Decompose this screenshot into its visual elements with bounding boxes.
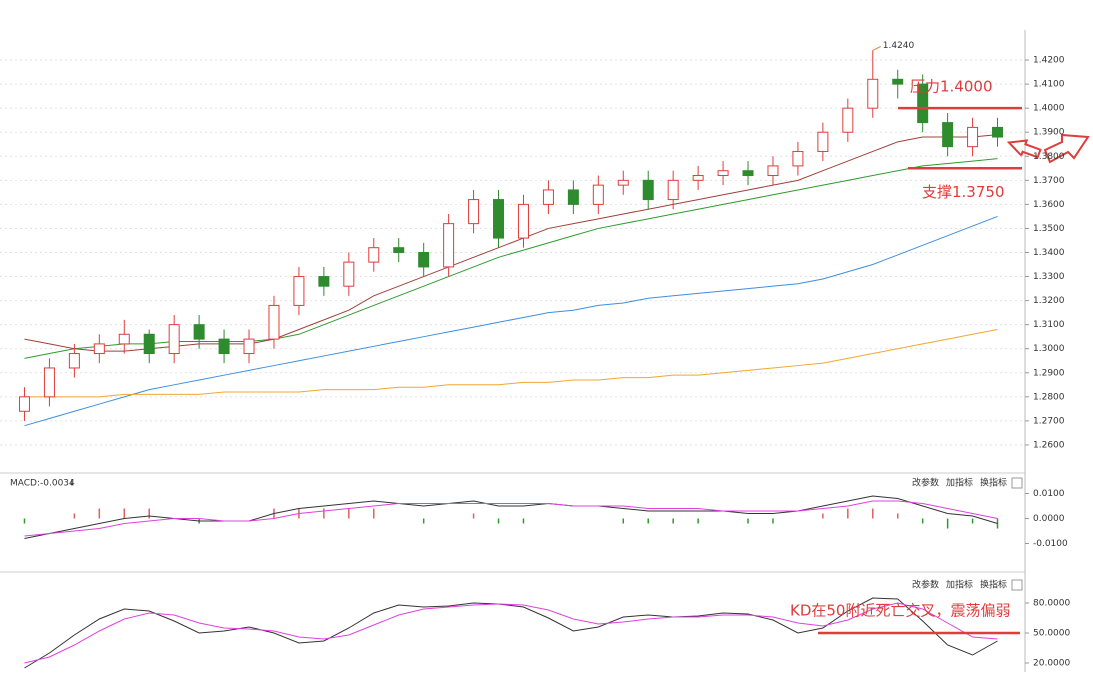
- y-tick-label: 1.2600: [1033, 440, 1065, 450]
- candle-body: [343, 261, 355, 287]
- candle-body: [892, 78, 904, 85]
- indicator-line: [24, 597, 998, 669]
- candle-body: [567, 189, 579, 205]
- kd-annotation: KD在50附近死亡交叉，震荡偏弱: [790, 602, 1010, 620]
- macd-title: MACD:-0.0034: [10, 479, 75, 489]
- candle-body: [193, 324, 205, 340]
- level-label: 支撑1.3750: [922, 183, 1005, 201]
- high-marker: [872, 45, 881, 51]
- candle-body: [268, 304, 280, 340]
- y-tick-label: 0.0100: [1033, 489, 1065, 499]
- candle-body: [842, 107, 854, 133]
- y-tick-label: 1.3900: [1033, 128, 1065, 138]
- toolbar-button[interactable]: 换指标: [980, 477, 1007, 489]
- y-tick-label: 1.2900: [1033, 368, 1065, 378]
- candle-body: [18, 396, 30, 412]
- high-label: 1.4240: [883, 41, 915, 51]
- y-tick-label: 1.2800: [1033, 392, 1065, 402]
- y-tick-label: 50.0000: [1033, 629, 1070, 639]
- y-tick-label: 1.3000: [1033, 344, 1065, 354]
- candle-body: [542, 189, 554, 205]
- candle-body: [617, 179, 629, 186]
- candle-body: [767, 165, 779, 177]
- arrow-up-icon: [1043, 133, 1090, 164]
- y-tick-label: 1.3700: [1033, 176, 1065, 186]
- candle-body: [642, 179, 654, 201]
- y-tick-label: 1.3300: [1033, 272, 1065, 282]
- candle-body: [692, 175, 704, 181]
- toolbar-button[interactable]: 改参数: [912, 579, 939, 591]
- indicator-line: [24, 158, 998, 359]
- toolbar-button[interactable]: 加指标: [946, 579, 973, 591]
- candle-body: [43, 367, 55, 398]
- macd-arrow: ↓: [68, 479, 76, 489]
- indicator-line: [24, 328, 998, 398]
- y-tick-label: 1.3800: [1033, 152, 1065, 162]
- candle-body: [742, 170, 754, 177]
- toolbar-button[interactable]: 换指标: [980, 579, 1007, 591]
- candle-body: [792, 150, 804, 167]
- candle-body: [592, 184, 604, 205]
- close-button[interactable]: [1011, 579, 1023, 591]
- y-tick-label: 1.3500: [1033, 224, 1065, 234]
- toolbar-button[interactable]: 加指标: [946, 477, 973, 489]
- candle-body: [992, 126, 1004, 138]
- indicator-line: [24, 602, 998, 664]
- y-tick-label: 1.3200: [1033, 296, 1065, 306]
- candle-body: [293, 276, 305, 306]
- y-tick-label: 1.3100: [1033, 320, 1065, 330]
- candle-body: [368, 247, 380, 263]
- candle-body: [867, 78, 879, 109]
- candle-body: [393, 247, 405, 253]
- candle-body: [493, 199, 505, 239]
- candle-body: [93, 343, 105, 355]
- indicator-line: [24, 134, 998, 352]
- candle-body: [967, 126, 979, 148]
- toolbar-button[interactable]: 改参数: [912, 477, 939, 489]
- candle-body: [942, 122, 954, 148]
- y-tick-label: 1.3400: [1033, 248, 1065, 258]
- y-tick-label: 1.4000: [1033, 104, 1065, 114]
- candle-body: [143, 333, 155, 355]
- candle-body: [817, 131, 829, 152]
- y-tick-label: 1.4100: [1033, 80, 1065, 90]
- candle-body: [917, 83, 929, 124]
- y-tick-label: 20.0000: [1033, 659, 1070, 669]
- candle-body: [218, 338, 230, 355]
- y-tick-label: -0.0100: [1033, 539, 1068, 549]
- candle-body: [443, 223, 455, 268]
- candle-body: [118, 333, 130, 345]
- y-tick-label: 1.4200: [1033, 56, 1065, 66]
- arrow-down-icon: [1006, 139, 1042, 159]
- close-button[interactable]: [1011, 477, 1023, 489]
- y-tick-label: 0.0000: [1033, 514, 1065, 524]
- candle-body: [418, 252, 430, 268]
- candle-body: [667, 179, 679, 201]
- candle-body: [318, 276, 330, 287]
- candle-body: [468, 199, 480, 225]
- y-tick-label: 1.2700: [1033, 416, 1065, 426]
- candle-body: [517, 203, 529, 239]
- y-tick-label: 1.3600: [1033, 200, 1065, 210]
- level-label: 压力1.4000: [910, 78, 993, 96]
- indicator-line: [24, 495, 998, 539]
- candle-body: [243, 338, 255, 355]
- indicator-line: [24, 500, 998, 537]
- candle-body: [68, 353, 80, 369]
- candle-body: [717, 170, 729, 177]
- candle-body: [168, 324, 180, 355]
- indicator-line: [24, 215, 998, 427]
- y-tick-label: 80.0000: [1033, 599, 1070, 609]
